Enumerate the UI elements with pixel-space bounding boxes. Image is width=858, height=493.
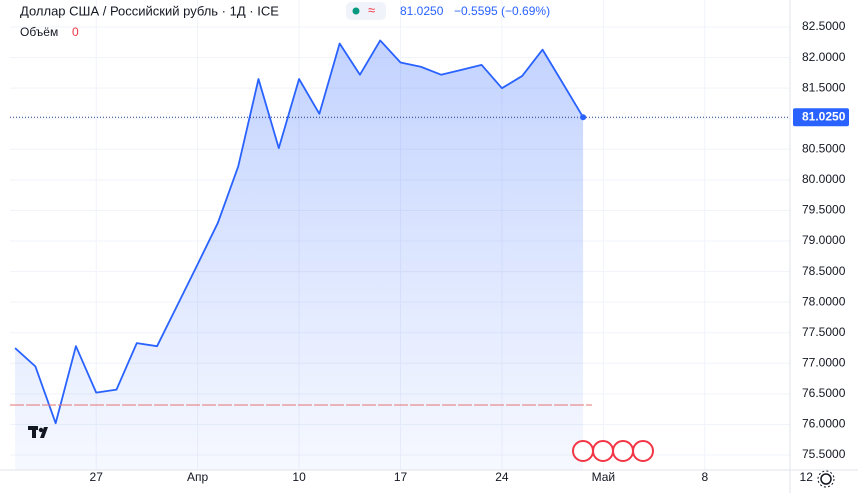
y-tick-label: 77.5000: [802, 325, 846, 339]
y-tick-label: 79.0000: [802, 233, 846, 247]
y-tick-label: 79.5000: [802, 203, 846, 217]
x-tick-label: Май: [592, 470, 616, 484]
y-tick-label: 75.5000: [802, 447, 846, 461]
y-tick-label: 76.0000: [802, 417, 846, 431]
event-flags[interactable]: [572, 440, 654, 462]
x-tick-label: 12: [800, 470, 814, 484]
last-price: 81.0250: [400, 4, 444, 18]
tv-logo[interactable]: [28, 426, 48, 438]
y-tick-label: 80.0000: [802, 172, 846, 186]
y-tick-label: 78.0000: [802, 294, 846, 308]
status-badge[interactable]: [346, 2, 386, 20]
last-price-box: [793, 108, 849, 127]
x-tick-label: 24: [495, 470, 509, 484]
y-tick-label: 77.0000: [802, 355, 846, 369]
last-price-axis-label: 81.0250: [802, 109, 846, 123]
y-tick-label: 82.5000: [802, 19, 846, 33]
volume-label: Объём: [20, 25, 58, 39]
x-tick-label: Апр: [187, 470, 209, 484]
delay-icon: ≈: [368, 2, 375, 17]
y-tick-label: 82.0000: [802, 50, 846, 64]
chart-title: Доллар США / Российский рубль · 1Д · ICE: [20, 3, 279, 18]
y-tick-label: 80.5000: [802, 141, 846, 155]
market-open-dot: [352, 7, 360, 15]
x-tick-label: 10: [292, 470, 306, 484]
last-point: [580, 114, 587, 121]
x-tick-label: 8: [701, 470, 708, 484]
volume-value: 0: [72, 25, 79, 39]
x-tick-label: 17: [394, 470, 408, 484]
x-tick-label: 27: [90, 470, 104, 484]
price-line: [14, 39, 584, 425]
y-tick-label: 76.5000: [802, 386, 846, 400]
price-change: −0.5595 (−0.69%): [454, 4, 550, 18]
area-fill: [15, 40, 584, 470]
y-tick-label: 81.5000: [802, 80, 846, 94]
y-tick-label: 78.5000: [802, 264, 846, 278]
settings-icon[interactable]: [817, 470, 835, 488]
